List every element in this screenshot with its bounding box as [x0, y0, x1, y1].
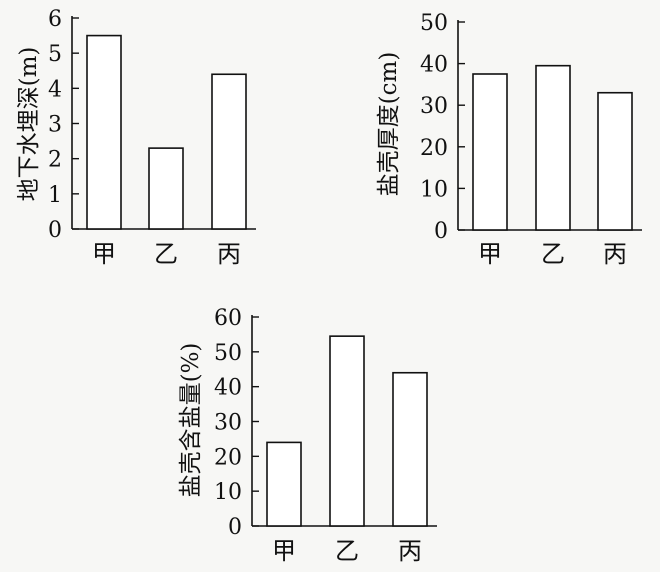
x-category-label: 甲 [478, 240, 502, 268]
y-tick-label: 0 [434, 219, 448, 244]
x-category-label: 丙 [398, 537, 422, 565]
y-tick-label: 30 [214, 411, 242, 436]
chart-salt-crust-salinity: 0 10 20 30 40 50 60 甲 乙 丙 盐壳含盐量(%) [178, 306, 437, 565]
y-axis-title: 盐壳厚度(cm) [376, 52, 402, 197]
y-tick-label: 1 [48, 183, 62, 208]
bar-2 [535, 64, 571, 231]
x-category-label: 甲 [272, 537, 296, 565]
y-axis-title: 盐壳含盐量(%) [178, 343, 204, 498]
bar-3 [597, 91, 633, 231]
y-tick-label: 10 [420, 177, 448, 202]
y-tick-label: 4 [48, 77, 62, 102]
y-tick-label: 2 [48, 148, 62, 173]
bar-1 [472, 73, 508, 231]
y-tick-label: 50 [214, 341, 242, 366]
x-category-label: 乙 [541, 240, 565, 268]
x-category-label: 乙 [154, 240, 178, 268]
y-tick-label: 40 [214, 376, 242, 401]
y-tick-label: 0 [228, 515, 242, 540]
y-tick-label: 30 [420, 94, 448, 119]
y-tick-label: 10 [214, 480, 242, 505]
y-tick-label: 3 [48, 113, 62, 138]
bar-3 [211, 73, 247, 230]
y-tick-label: 40 [420, 53, 448, 78]
bar-1 [266, 441, 302, 527]
chart-groundwater-depth: 0 1 2 3 4 5 6 甲 乙 丙 地下水埋深(m) [16, 7, 256, 268]
y-tick-label: 5 [48, 42, 62, 67]
y-tick-label: 50 [420, 11, 448, 36]
y-tick-label: 20 [214, 445, 242, 470]
bar-2 [148, 147, 184, 230]
x-category-label: 丙 [603, 240, 627, 268]
y-tick-label: 20 [420, 136, 448, 161]
bar-3 [392, 371, 428, 527]
x-category-label: 甲 [92, 240, 116, 268]
chart-salt-crust-thickness: 0 10 20 30 40 50 甲 乙 丙 盐壳厚度(cm) [376, 11, 642, 268]
bar-2 [329, 335, 365, 527]
y-tick-label: 0 [48, 218, 62, 243]
x-category-label: 乙 [335, 537, 359, 565]
y-axis-title: 地下水埋深(m) [16, 47, 42, 202]
y-tick-label: 6 [48, 7, 62, 32]
bar-1 [86, 34, 122, 230]
y-tick-label: 60 [214, 306, 242, 331]
x-category-label: 丙 [217, 240, 241, 268]
